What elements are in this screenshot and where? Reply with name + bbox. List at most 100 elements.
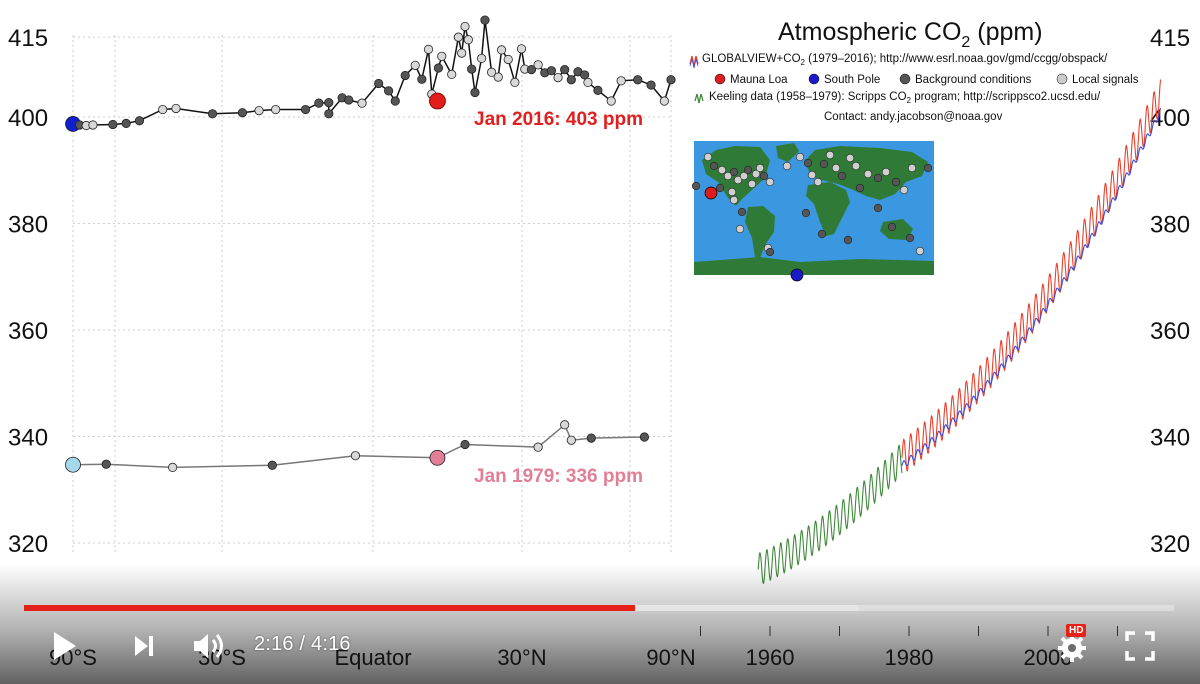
map-station-marker [743,165,753,175]
data-point [659,96,669,106]
map-station-marker [733,175,743,185]
map-south-pole-marker [790,268,804,282]
time-display: 2:16 / 4:16 [254,633,351,656]
data-point [267,460,277,470]
data-point [417,74,427,84]
left-y-tick-label: 320 [8,531,48,558]
series-line-keeling-data [757,444,903,585]
data-point [350,451,360,461]
fullscreen-button[interactable] [1120,624,1160,668]
data-point [374,78,384,89]
volume-button[interactable] [186,624,232,668]
left-y-tick-label: 380 [8,212,48,239]
data-point [158,104,168,115]
legend-contact: Contact: andy.jacobson@noaa.gov [824,111,1003,123]
map-station-marker [723,171,733,181]
left-x-tick-label: 30°N [497,645,546,670]
legend-background: Background conditions [915,74,1032,86]
data-point [639,432,650,442]
right-y-tick-label: 360 [1150,318,1190,345]
data-point [560,65,570,75]
data-point [410,60,420,70]
data-point [467,64,477,74]
data-point [88,120,98,130]
map-station-marker [717,165,727,175]
latitude-chart-y-axis: 320 340 360 380 400 415 [8,25,48,558]
legend-south-pole: South Pole [824,74,880,86]
duration: 4:16 [311,633,351,655]
data-point [510,77,520,87]
data-point [453,32,463,42]
map-station-marker [837,171,847,181]
data-point [324,98,334,108]
progress-bar[interactable] [24,605,1174,611]
hd-badge: HD [1066,624,1087,637]
map-station-marker [905,233,915,243]
series-line-south-pole [901,107,1162,467]
map-station-marker [923,163,933,173]
data-point [493,72,503,82]
map-land-australia [880,219,913,240]
map-station-marker [703,152,713,162]
right-y-tick-label: 340 [1150,425,1190,452]
right-x-tick-label: 1960 [746,645,795,670]
map-station-marker [755,163,765,173]
data-point [101,459,111,469]
data-point [526,65,537,75]
annotation-2016: Jan 2016: 403 ppm [474,109,643,130]
map-station-marker [729,167,739,177]
map-mauna-loa-marker [704,186,718,200]
map-land-antarctica [694,257,934,275]
current-time: 2:16 [254,633,294,655]
volume-icon [194,634,223,658]
left-y-tick-label: 340 [8,425,48,452]
data-point [503,54,513,65]
progress-played [24,605,635,611]
world-map [691,141,934,282]
left-x-tick-label: 90°N [646,645,695,670]
data-point [470,87,480,98]
mauna-loa-marker-icon [714,73,726,85]
background-marker-icon [899,73,911,85]
data-point [566,435,576,445]
series-line-1979 [72,423,645,469]
data-point [300,104,311,115]
data-point [271,104,281,115]
data-point [463,35,473,45]
globalview-line-icon [689,55,699,67]
map-station-marker [819,159,829,169]
data-point [384,86,394,96]
data-point [666,75,676,85]
data-point [171,103,181,114]
map-land-greenland [776,143,799,162]
settings-button[interactable]: HD [1052,624,1092,668]
latitude-chart-grid [72,35,672,555]
map-station-marker [759,171,769,181]
data-point [616,76,626,86]
map-station-marker [691,181,701,191]
map-station-marker [881,167,891,177]
next-button[interactable] [126,624,162,668]
data-point [344,95,354,105]
chart-title: Atmospheric CO2 (ppm) [778,18,1043,51]
map-station-marker [803,158,813,168]
play-button[interactable] [44,624,84,668]
legend-globalview: GLOBALVIEW+CO2 (1979–2016); http://www.e… [702,53,1108,67]
map-land-south-america [745,206,775,258]
left-y-tick-label: 415 [8,25,48,52]
map-station-marker [739,171,749,181]
data-point [533,60,543,70]
data-point [357,98,367,108]
map-station-marker [825,150,835,160]
data-point [121,118,131,128]
right-y-tick-label: 320 [1150,531,1190,558]
series-line-mauna-loa [901,79,1162,472]
data-point [566,75,576,85]
data-point [633,75,643,85]
legend-mauna-loa: Mauna Loa [730,74,788,86]
map-station-marker [795,152,805,162]
data-point [586,433,596,443]
map-station-marker [873,173,883,183]
